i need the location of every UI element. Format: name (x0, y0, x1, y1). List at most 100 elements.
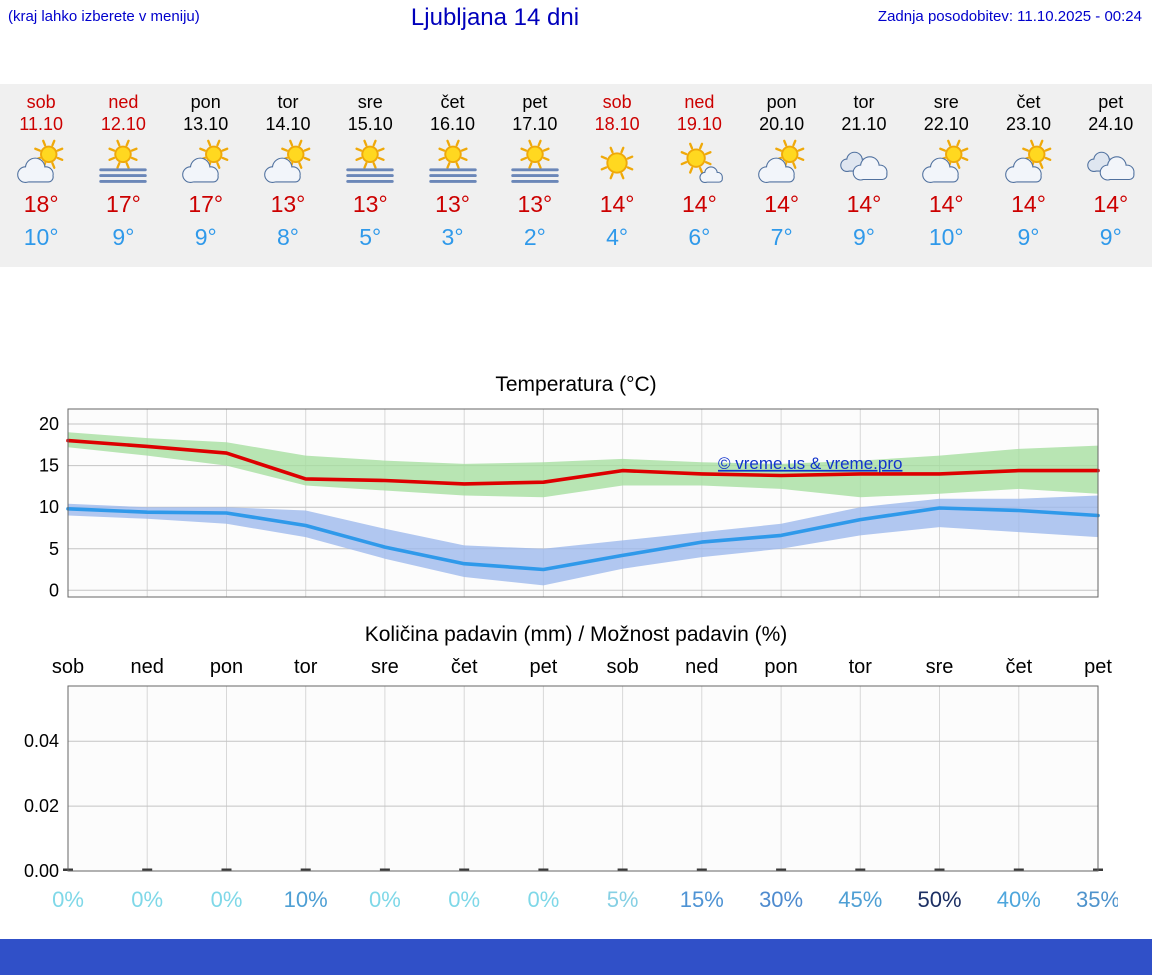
fog-sun-icon (329, 139, 411, 187)
svg-text:0.04: 0.04 (24, 731, 59, 751)
forecast-strip: sob 11.10 18° 10° ned 12.10 17° 9° pon 13.10 17° 9°… (0, 84, 1152, 267)
precip-probability: 0% (448, 887, 480, 912)
precip-bar (300, 868, 311, 871)
precip-day-label: tor (294, 656, 318, 678)
precip-bar (142, 868, 153, 871)
precip-probability: 10% (284, 887, 328, 912)
svg-text:0: 0 (49, 580, 59, 600)
low-temp: 8° (276, 224, 299, 250)
forecast-day: sre 15.10 13° 5° (329, 92, 411, 251)
day-date: 11.10 (19, 114, 63, 134)
day-label: sre (933, 92, 959, 112)
sun-icon (576, 139, 658, 187)
precip-day-label: tor (849, 656, 873, 678)
high-temp: 14° (764, 191, 800, 217)
high-temp: 13° (270, 191, 306, 217)
svg-text:5: 5 (49, 539, 59, 559)
high-temp: 14° (928, 191, 964, 217)
fog-sun-icon (494, 139, 576, 187)
topbar: (kraj lahko izberete v meniju) Ljubljana… (0, 0, 1152, 46)
day-date: 21.10 (841, 114, 887, 134)
precip-bar (855, 868, 866, 871)
high-temp: 14° (599, 191, 635, 217)
precip-day-label: sre (371, 656, 399, 678)
cloudy-icon (823, 139, 905, 187)
precip-bar (776, 868, 787, 871)
day-label: ned (684, 92, 715, 112)
forecast-day: ned 12.10 17° 9° (82, 92, 164, 251)
svg-text:0.00: 0.00 (24, 861, 59, 881)
precip-probability: 0% (369, 887, 401, 912)
svg-text:20: 20 (39, 414, 59, 434)
forecast-day: čet 23.10 14° 9° (987, 92, 1069, 251)
precip-bar (221, 868, 232, 871)
day-date: 22.10 (923, 114, 969, 134)
forecast-day: ned 19.10 14° 6° (658, 92, 740, 251)
day-label: tor (853, 92, 875, 112)
forecast-day: tor 14.10 13° 8° (247, 92, 329, 251)
day-date: 20.10 (759, 114, 805, 134)
forecast-day: tor 21.10 14° 9° (823, 92, 905, 251)
fog-sun-icon (82, 139, 164, 187)
forecast-day: sob 18.10 14° 4° (576, 92, 658, 251)
precip-probability: 35% (1076, 887, 1118, 912)
precip-chart: 0.00 0.02 0.04 (24, 685, 1103, 881)
precip-day-label: ned (131, 656, 164, 678)
day-date: 13.10 (183, 114, 229, 134)
low-temp: 4° (606, 224, 629, 250)
high-temp: 14° (1011, 191, 1046, 217)
precip-probability: 0% (131, 887, 163, 912)
svg-text:15: 15 (39, 456, 59, 476)
precip-bar (696, 868, 707, 871)
max-temp-line (66, 438, 1100, 486)
low-temp: 3° (441, 224, 464, 250)
precip-day-label: sre (926, 656, 954, 678)
precip-day-label: pet (1084, 656, 1112, 678)
svg-text:10: 10 (39, 497, 59, 517)
cloudy-icon (1070, 139, 1152, 187)
day-label: pon (766, 92, 797, 112)
sun-cloud-icon (905, 139, 987, 187)
precip-day-label: čet (451, 656, 478, 678)
precip-probability: 0% (211, 887, 243, 912)
footer-bar (0, 939, 1152, 975)
precip-bar (538, 868, 549, 871)
day-label: čet (1016, 92, 1041, 112)
forecast-day: sre 22.10 14° 10° (905, 92, 987, 251)
high-temp: 13° (352, 191, 388, 217)
precip-probability: 0% (52, 887, 84, 912)
day-label: pon (190, 92, 221, 112)
precip-probability-row: 0% 0% 0% 10% 0% 0% 0% 5% 15% 30% 45% 50% 40% 35% (52, 887, 1118, 912)
temperature-chart: 0 5 10 15 20 © vreme.us & vreme.pro (39, 408, 1100, 600)
forecast-day: pet 17.10 13° 2° (494, 92, 576, 251)
precip-day-label: sob (52, 656, 84, 678)
day-date: 14.10 (265, 114, 311, 134)
low-temp: 9° (112, 224, 135, 250)
precip-bar (934, 868, 945, 871)
precip-day-labels-row: sob ned pon tor sre čet pet sob ned pon tor sre čet p… (52, 656, 1112, 678)
day-label: tor (277, 92, 299, 112)
day-date: 15.10 (347, 114, 393, 134)
min-range-band (68, 495, 1098, 586)
precip-probability: 45% (838, 887, 882, 912)
sun-cloud-icon (741, 139, 823, 187)
temperature-chart-title: Temperatura (°C) (495, 373, 657, 396)
day-label: ned (108, 92, 139, 112)
forecast-day: pon 13.10 17° 9° (165, 92, 247, 251)
precip-day-label: pon (764, 656, 797, 678)
forecast-day: čet 16.10 13° 3° (411, 92, 493, 251)
sun-cloud-icon (247, 139, 329, 187)
precip-day-label: pon (210, 656, 243, 678)
watermark-link[interactable]: © vreme.us & vreme.pro (718, 454, 902, 473)
last-updated: Zadnja posodobitev: 11.10.2025 - 00:24 (877, 8, 1142, 25)
day-label: sob (602, 92, 632, 112)
high-temp: 13° (435, 191, 470, 217)
low-temp: 10° (23, 224, 59, 250)
high-temp: 17° (188, 191, 224, 217)
day-date: 18.10 (594, 114, 640, 134)
sun-small-cloud-icon (658, 139, 740, 187)
day-date: 17.10 (512, 114, 558, 134)
day-label: sob (26, 92, 56, 112)
precip-day-label: ned (685, 656, 718, 678)
